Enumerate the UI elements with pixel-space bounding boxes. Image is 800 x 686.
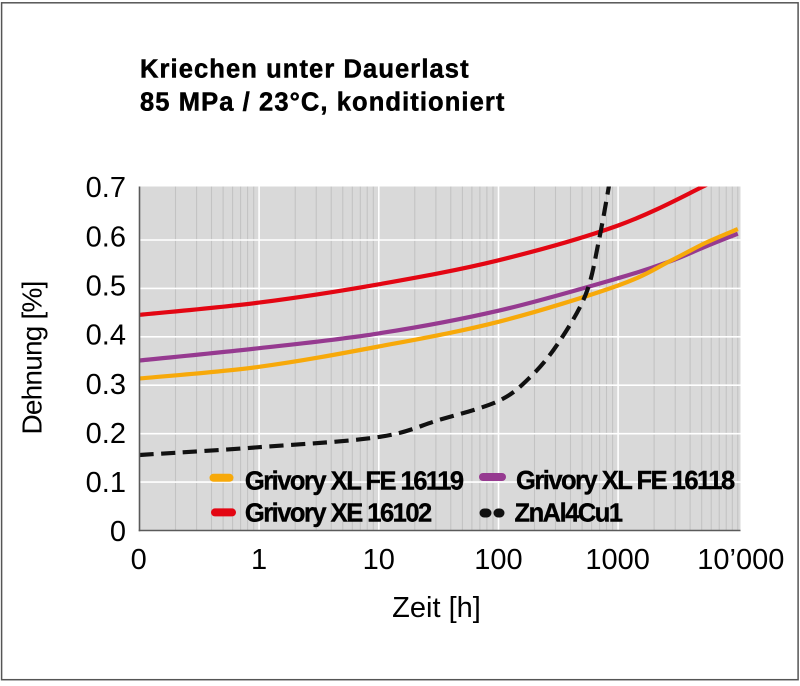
svg-text:0.6: 0.6 [86, 221, 126, 253]
svg-text:100: 100 [474, 544, 522, 576]
svg-text:0.5: 0.5 [86, 271, 126, 303]
svg-text:0.4: 0.4 [86, 320, 126, 352]
svg-text:1000: 1000 [585, 544, 650, 576]
svg-text:10’000: 10’000 [697, 544, 784, 576]
svg-text:Grivory XL FE 16118: Grivory XL FE 16118 [516, 467, 735, 495]
svg-text:0.2: 0.2 [86, 418, 126, 450]
svg-text:1: 1 [251, 544, 267, 576]
svg-text:Grivory XE 16102: Grivory XE 16102 [245, 500, 432, 528]
svg-text:Kriechen unter Dauerlast: Kriechen unter Dauerlast [140, 56, 470, 84]
svg-text:0.3: 0.3 [86, 369, 126, 401]
svg-text:Grivory XL FE 16119: Grivory XL FE 16119 [245, 468, 464, 496]
svg-text:85 MPa / 23°C, konditioniert: 85 MPa / 23°C, konditioniert [140, 89, 506, 117]
svg-text:0.1: 0.1 [86, 467, 126, 499]
svg-text:0: 0 [110, 516, 126, 548]
svg-text:ZnAl4Cu1: ZnAl4Cu1 [515, 500, 623, 528]
svg-text:0.7: 0.7 [86, 172, 126, 204]
svg-text:Dehnung [%]: Dehnung [%] [17, 281, 48, 434]
svg-text:0: 0 [131, 544, 147, 576]
svg-text:Zeit [h]: Zeit [h] [392, 592, 481, 624]
svg-text:10: 10 [363, 544, 395, 576]
